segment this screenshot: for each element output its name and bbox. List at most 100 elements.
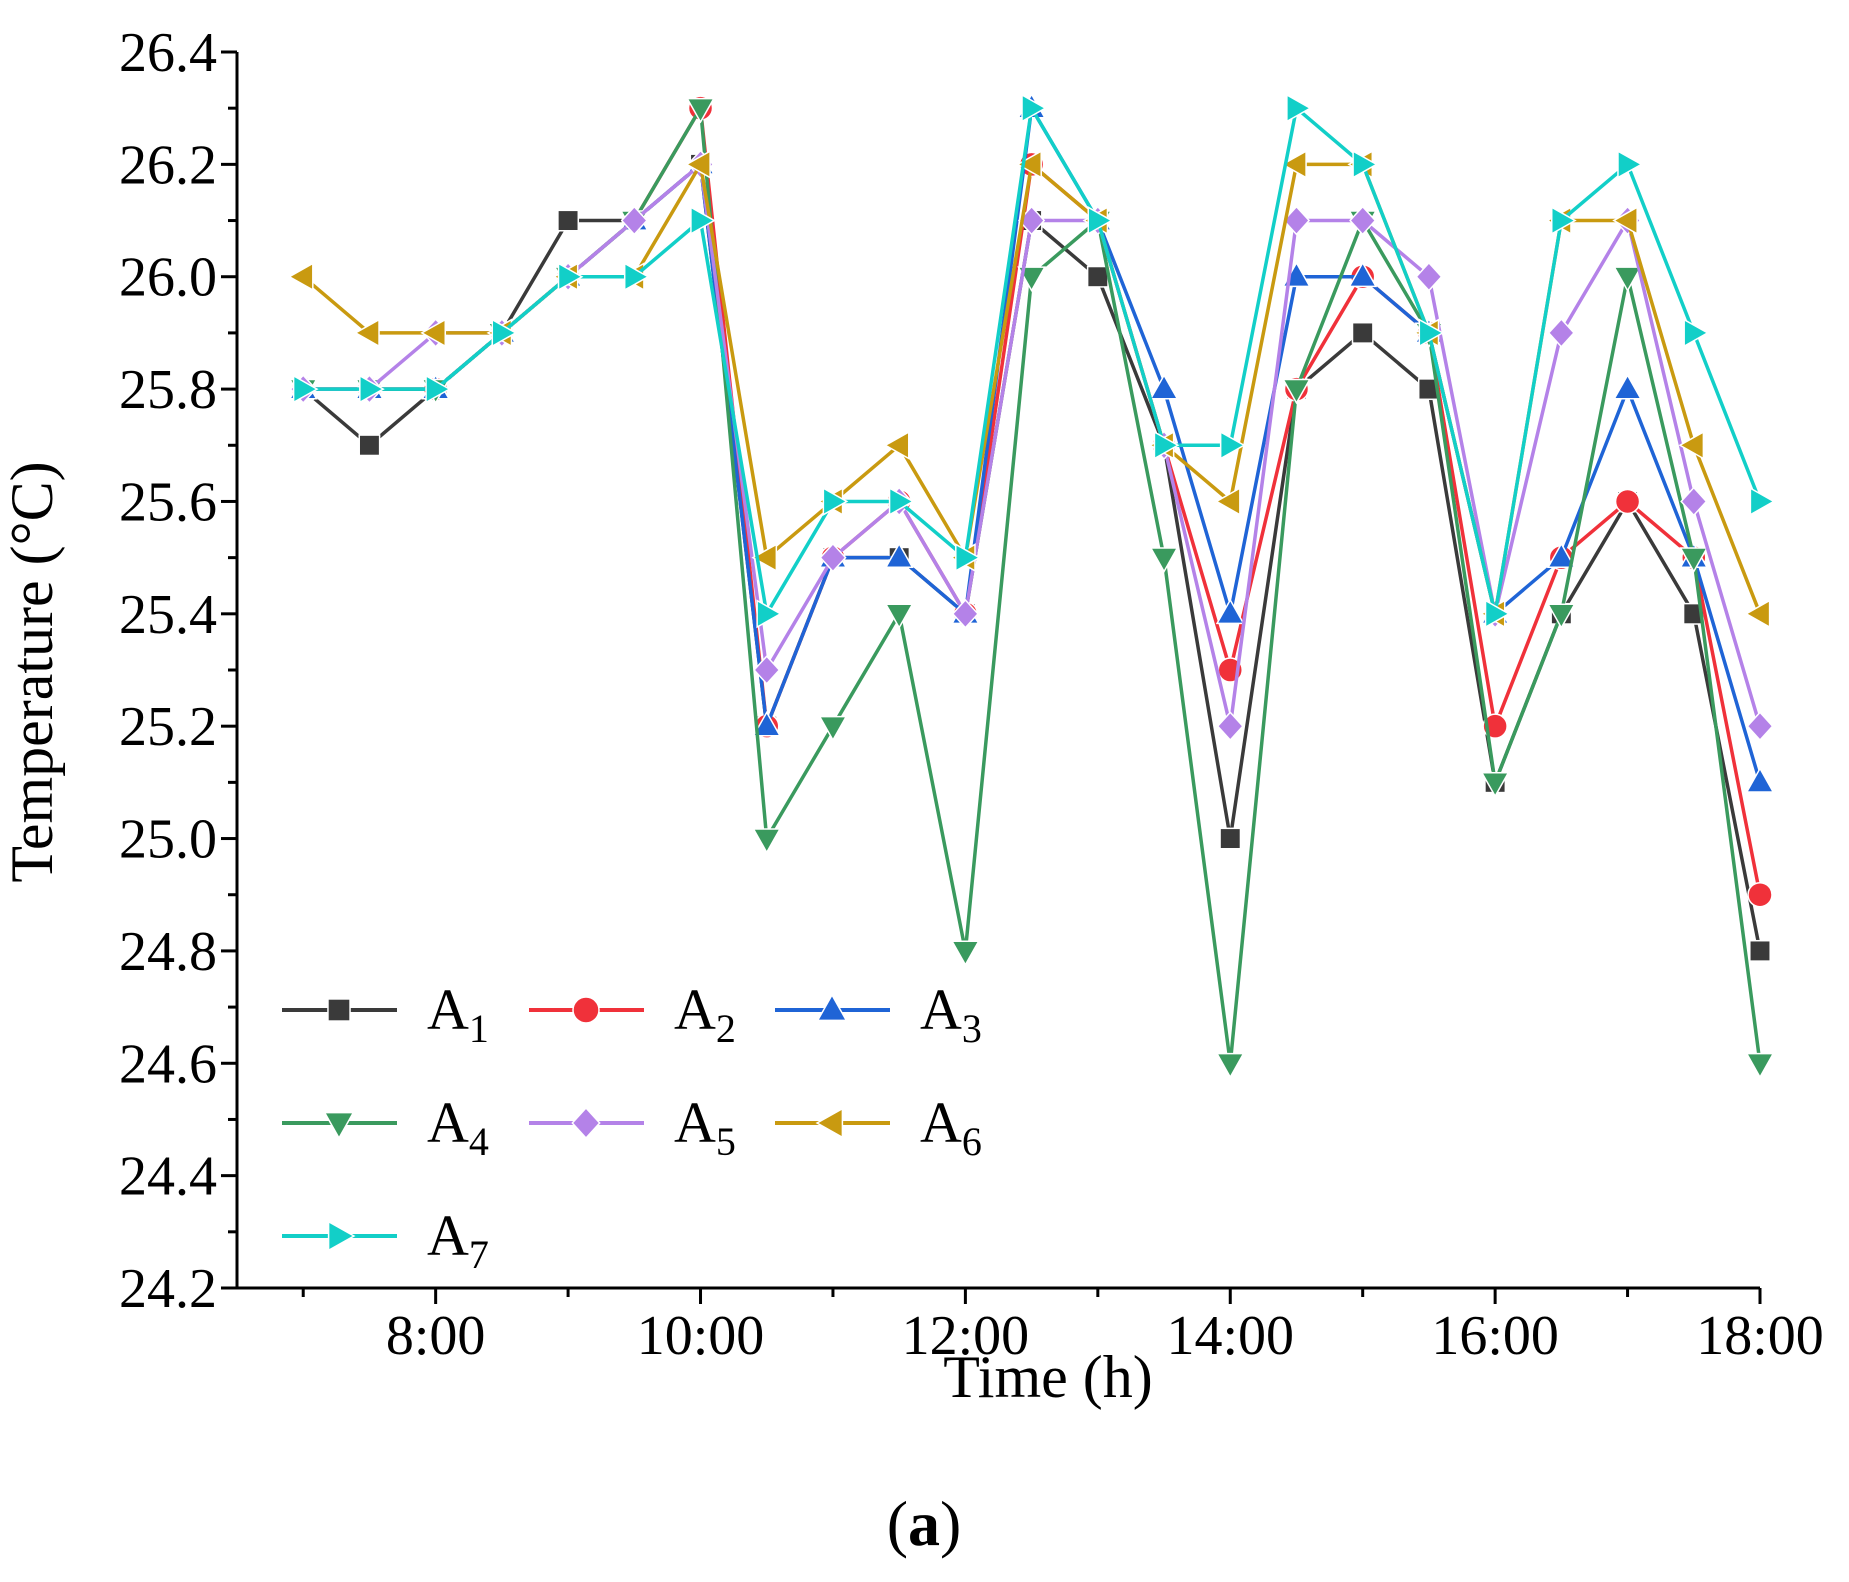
triangle-left-marker [1214,486,1241,516]
legend: A1 A2 A3 A4 A5 A6 A7 [282,977,982,1277]
square-marker [327,998,351,1022]
triangle-down-marker [1149,547,1179,573]
triangle-right-marker [1683,318,1710,348]
legend-label-subscript: 2 [716,1006,736,1051]
legend-label-subscript: 1 [469,1006,489,1051]
triangle-down-marker [1613,266,1643,293]
square-marker [1219,827,1242,850]
triangle-right-marker [359,374,385,404]
triangle-right-marker [1749,486,1776,516]
triangle-left-marker [420,318,447,348]
y-tick-label: 25.2 [119,696,217,758]
legend-label-subscript: 7 [469,1232,489,1277]
triangle-down-marker [686,97,716,124]
diamond-marker [1216,711,1244,742]
diamond-marker [1746,711,1774,742]
triangle-right-marker [955,543,981,573]
triangle-right-marker [822,486,849,516]
triangle-right-marker [690,206,716,236]
triangle-down-marker [1679,547,1709,573]
diamond-marker [571,1106,601,1140]
triangle-right-marker [1219,430,1246,460]
triangle-right-marker [1418,318,1445,348]
legend-item: A7 [282,1203,489,1277]
legend-item: A4 [282,1090,489,1164]
y-tick-label: 25.0 [119,809,217,871]
triangle-right-marker [1484,599,1511,629]
triangle-left-marker [883,430,910,460]
triangle-down-marker [1281,378,1311,405]
x-tick-label: 18:00 [1696,1305,1824,1367]
legend-label: A3 [920,977,982,1051]
triangle-left-marker [1281,149,1307,179]
triangle-left-marker [1016,149,1042,179]
triangle-right-marker [425,374,451,404]
triangle-right-marker [756,599,783,629]
y-tick-label: 24.8 [119,921,217,983]
triangle-left-marker [287,262,314,292]
square-marker [557,209,580,232]
series-A3 [288,92,1775,793]
triangle-down-marker [752,828,782,854]
triangle-right-marker [1286,93,1312,123]
triangle-left-marker [751,543,778,573]
triangle-right-marker [327,1220,356,1252]
y-tick-label: 24.2 [119,1258,217,1320]
series-A5 [289,149,1774,742]
triangle-right-marker [557,262,584,292]
x-tick-label: 12:00 [902,1305,1030,1367]
legend-label-subscript: 5 [716,1119,736,1164]
x-axis-title: Time (h) [943,1344,1152,1410]
triangle-left-marker [354,318,380,348]
square-marker [358,434,381,457]
diamond-marker [1349,205,1377,236]
triangle-left-marker [815,1107,844,1139]
legend-label: A6 [920,1090,982,1164]
triangle-down-marker [1480,772,1510,798]
triangle-right-marker [1087,206,1114,236]
triangle-right-marker [1550,206,1577,236]
y-tick-label: 24.6 [119,1033,217,1095]
triangle-up-marker [1613,373,1643,400]
triangle-right-marker [1021,93,1047,123]
triangle-right-marker [623,262,650,292]
triangle-up-marker [1546,542,1576,568]
triangle-left-marker [1678,430,1705,460]
diamond-marker [951,598,980,629]
triangle-left-marker [1612,206,1638,236]
triangle-right-marker [1352,149,1379,179]
panel-label-letter: a [908,1488,940,1559]
legend-label-subscript: 6 [962,1119,982,1164]
circle-marker [572,996,600,1024]
legend-item: A6 [775,1090,982,1164]
y-tick-label: 26.0 [119,247,217,309]
triangle-up-marker [1745,767,1775,793]
x-tick-label: 16:00 [1431,1305,1559,1367]
triangle-right-marker [1153,430,1180,460]
triangle-down-marker [950,940,980,967]
y-tick-label: 26.4 [119,22,217,84]
square-marker [1749,939,1771,962]
series-line [303,106,1762,616]
triangle-up-marker [1215,598,1245,625]
y-tick-label: 26.2 [119,134,217,196]
legend-label-subscript: 4 [469,1119,489,1164]
diamond-marker [753,655,781,685]
series-A7 [292,93,1776,629]
diamond-marker [1680,486,1708,517]
panel-label: (a) [887,1488,962,1559]
triangle-left-marker [685,149,711,179]
y-axis-title: Temperature (°C) [0,461,65,882]
legend-label-subscript: 3 [962,1006,982,1051]
diamond-marker [1415,261,1443,292]
diamond-marker [819,542,847,573]
triangle-up-marker [816,993,848,1022]
legend-label: A7 [427,1203,489,1277]
legend-label: A4 [427,1090,489,1164]
x-tick-label: 14:00 [1166,1305,1294,1367]
triangle-down-marker [1546,603,1576,630]
triangle-right-marker [888,486,915,516]
y-tick-label: 25.8 [119,359,217,421]
triangle-down-marker [323,1111,355,1140]
